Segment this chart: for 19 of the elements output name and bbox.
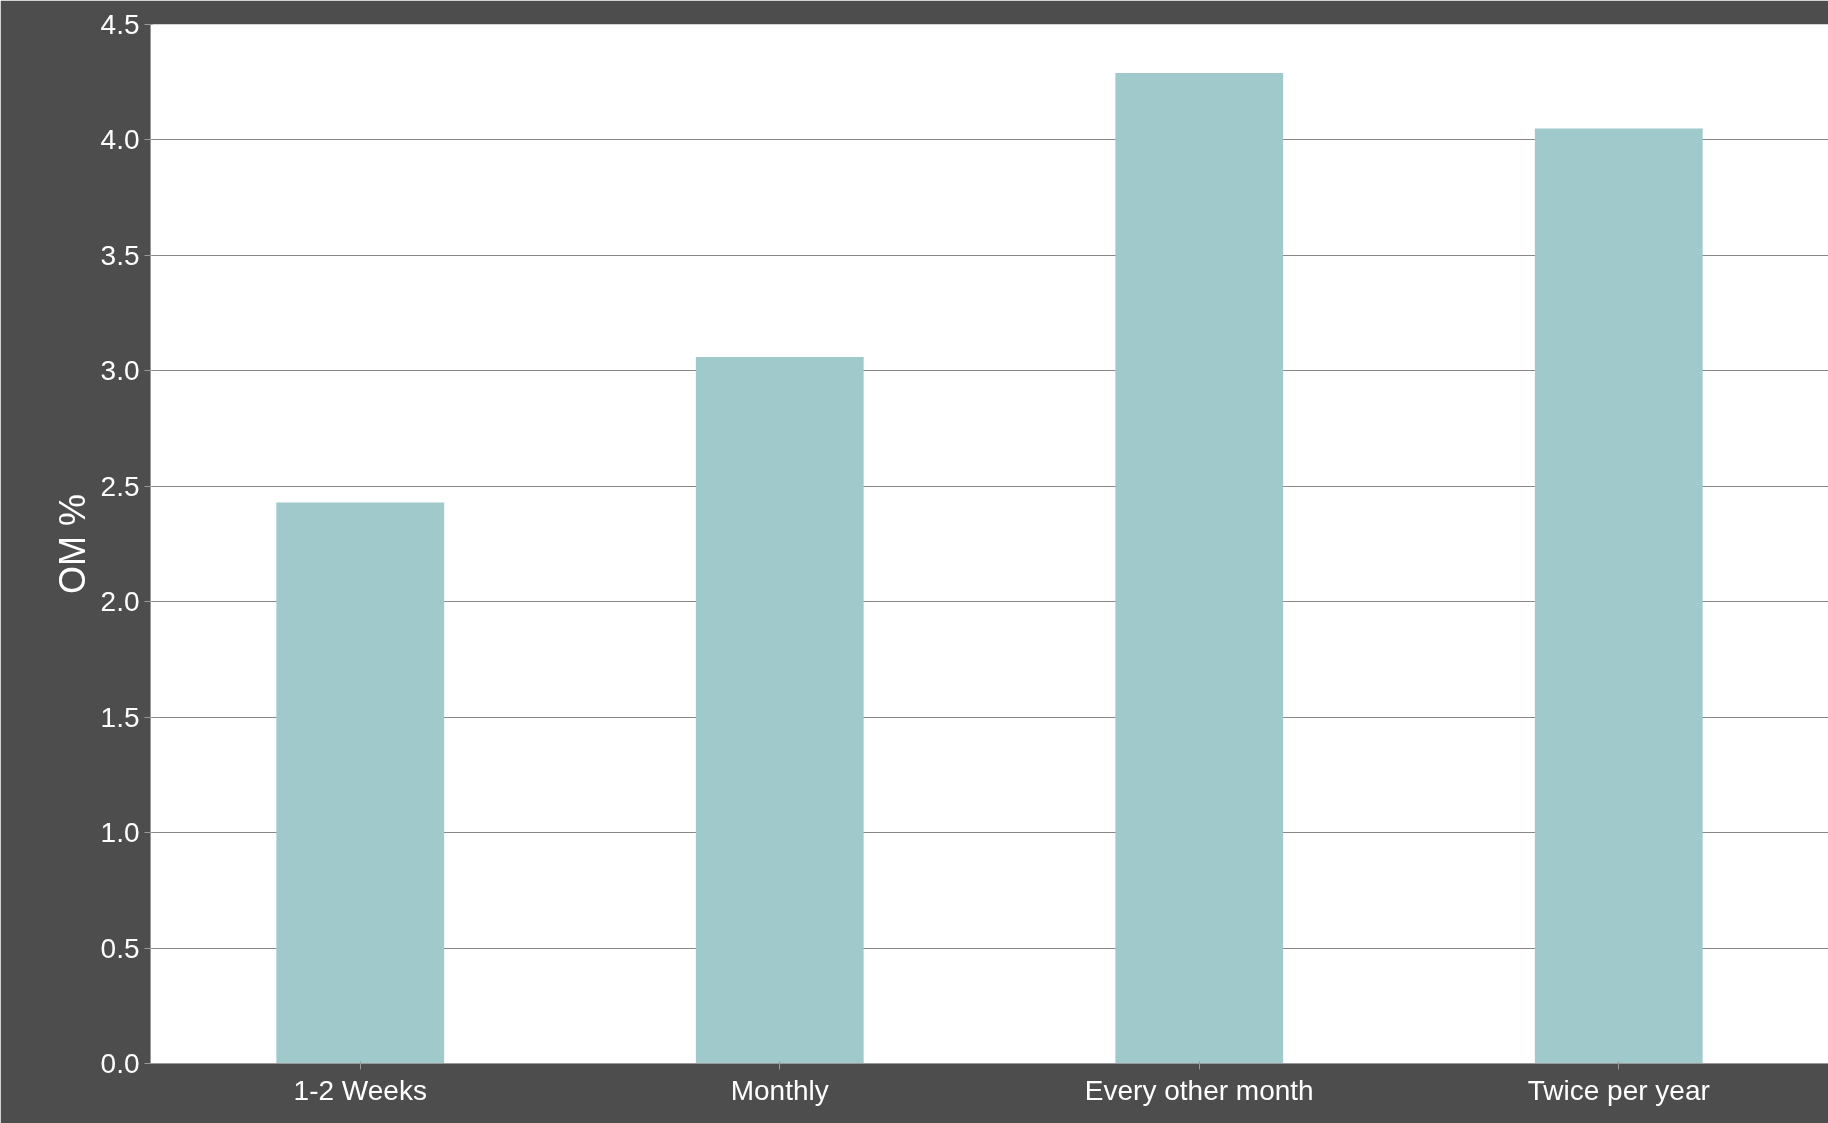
y-axis-title: OM % [51,493,93,594]
x-tick-label: 1-2 Weeks [293,1074,427,1106]
y-tick-label: 2.5 [100,470,140,502]
bar [1534,128,1703,1064]
y-tick-label: 1.0 [100,817,140,849]
y-tick-label: 1.5 [100,701,140,733]
y-tick-label: 4.5 [100,9,140,40]
y-tick-label: 3.5 [100,239,140,271]
x-tick-label: Monthly [730,1074,829,1106]
y-tick-label: 3.0 [100,355,140,387]
x-tick-label: Every other month [1084,1074,1314,1106]
y-tick-label: 0.5 [100,932,140,964]
y-tick-label: 4.0 [100,124,140,156]
bar [695,356,864,1064]
bar [276,502,445,1064]
x-tick-label: Twice per year [1527,1074,1710,1106]
y-tick-label: 2.0 [100,586,140,618]
y-tick-label: 0.0 [100,1048,140,1079]
bar [1115,72,1284,1064]
